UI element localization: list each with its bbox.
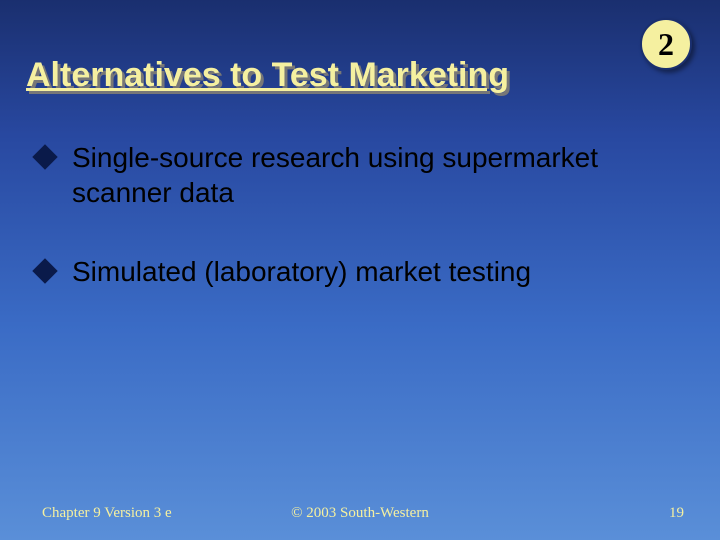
diamond-bullet-icon <box>32 144 57 169</box>
slide-title: Alternatives to Test Marketing Alternati… <box>26 56 586 95</box>
bullet-text: Simulated (laboratory) market testing <box>72 254 531 289</box>
list-item: Simulated (laboratory) market testing <box>36 254 660 289</box>
title-text: Alternatives to Test Marketing <box>26 56 509 94</box>
diamond-bullet-icon <box>32 258 57 283</box>
footer-page-number: 19 <box>669 505 684 522</box>
footer-left: Chapter 9 Version 3 e <box>42 505 172 522</box>
slide-number-badge: 2 <box>640 18 692 70</box>
bullet-text: Single-source research using supermarket… <box>72 140 660 210</box>
list-item: Single-source research using supermarket… <box>36 140 660 210</box>
badge-number: 2 <box>658 26 674 63</box>
slide-footer: Chapter 9 Version 3 e © 2003 South-Weste… <box>0 505 720 522</box>
slide: 2 Alternatives to Test Marketing Alterna… <box>0 0 720 540</box>
bullet-list: Single-source research using supermarket… <box>36 140 660 333</box>
